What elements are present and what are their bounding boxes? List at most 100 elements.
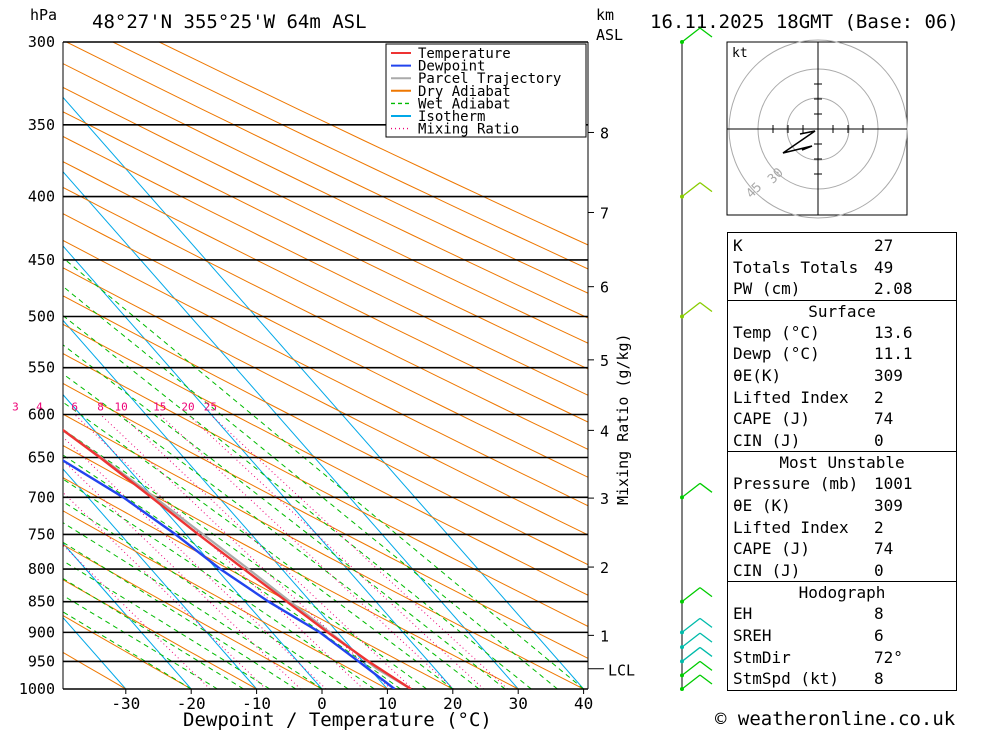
row-mu-li: Lifted Index 2 — [728, 517, 956, 539]
site-credit: © weatheronline.co.uk — [715, 708, 956, 730]
k-value: 27 — [874, 236, 894, 255]
row-surface-cape: CAPE (J) 74 — [728, 408, 956, 430]
dry-adiabat-line — [63, 111, 588, 370]
wind-barb-staff — [681, 617, 701, 633]
row-totals-totals: Totals Totals 49 — [728, 257, 956, 279]
isotherm-line — [63, 245, 454, 689]
isotherm-line — [63, 319, 388, 689]
dry-adiabat-line — [63, 63, 588, 319]
hodograph-unit: kt — [732, 46, 748, 61]
pressure-tick-label: 400 — [28, 188, 55, 206]
surface-li-label: Lifted Index — [733, 387, 849, 407]
profile-lines — [63, 428, 412, 689]
pressure-tick-label: 900 — [28, 623, 55, 641]
mu-theta-value: 309 — [874, 495, 903, 515]
hodograph-trace — [782, 130, 816, 154]
temperature-tick-label: 30 — [509, 694, 528, 713]
wet-adiabat-line — [63, 315, 532, 689]
dry-adiabat-line — [63, 614, 192, 689]
legend-label: Isotherm — [418, 109, 485, 125]
surface-temp-label: Temp (°C) — [733, 322, 820, 342]
pressure-axis: 300 350 400 450 500 550 600 650 700 750 800 850 900 9… — [19, 33, 55, 698]
surface-temp-value: 13.6 — [874, 322, 913, 342]
wind-barb — [680, 632, 713, 650]
surface-theta-label: θE(K) — [733, 365, 782, 385]
wet-adiabat-line — [63, 478, 375, 689]
pressure-tick-label: 550 — [28, 359, 55, 377]
pressure-tick-label: 300 — [28, 33, 55, 51]
stmspd-value: 8 — [874, 669, 884, 689]
mixing-ratio-label: 25 — [204, 400, 217, 413]
row-surface-theta: θE(K) 309 — [728, 365, 956, 387]
pressure-tick-label: 500 — [28, 308, 55, 326]
height-tick-label: 3 — [600, 490, 609, 508]
wind-barb — [680, 182, 713, 199]
row-surface-temp: Temp (°C) 13.6 — [728, 322, 956, 344]
dry-adiabat-line — [63, 161, 588, 423]
mixing-ratio-line — [100, 414, 392, 689]
mu-cape-label: CAPE (J) — [733, 539, 811, 559]
isobar-lines — [62, 41, 589, 690]
hodograph-panel: kt 30 45 — [726, 39, 908, 219]
surface-title: Surface — [808, 301, 876, 321]
wind-barb-flag — [699, 301, 713, 313]
dry-adiabat-line — [66, 42, 588, 294]
wind-barb — [680, 660, 713, 678]
height-unit-label: km — [596, 6, 614, 24]
pressure-tick-label: 700 — [28, 488, 55, 506]
row-mu-theta: θE (K) 309 — [728, 495, 956, 517]
wind-barb — [680, 617, 713, 635]
wind-barb — [680, 27, 713, 44]
mu-cin-label: CIN (J) — [733, 560, 801, 580]
wind-barb-staff — [681, 674, 701, 690]
parcel-trajectory-line — [63, 428, 412, 689]
isotherm-line — [63, 170, 519, 689]
legend-label: Dry Adiabat — [418, 84, 511, 100]
isotherm-line — [63, 542, 192, 689]
wind-barb-staff — [681, 301, 701, 318]
dewpoint-line — [63, 459, 396, 689]
pressure-tick-label: 350 — [28, 116, 55, 134]
height-tick-label: 4 — [600, 422, 609, 440]
wind-barb-staff — [681, 660, 701, 676]
row-k-index: K 27 — [728, 235, 956, 257]
eh-value: 8 — [874, 604, 884, 624]
wind-barb — [680, 587, 713, 604]
row-surface-cin: CIN (J) 0 — [728, 430, 956, 452]
row-surface-dewp: Dewp (°C) 11.1 — [728, 343, 956, 365]
row-mu-pressure: Pressure (mb) 1001 — [728, 473, 956, 495]
wet-adiabat-line — [63, 257, 584, 689]
mu-cape-value: 74 — [874, 539, 894, 559]
wind-barb-staff — [681, 482, 701, 498]
indices-general: K 27 Totals Totals 49 PW (cm) 2.08 — [728, 233, 956, 300]
tt-label: Totals Totals — [733, 257, 859, 277]
lcl-label: LCL — [608, 662, 635, 680]
most-unstable-title: Most Unstable — [779, 453, 905, 473]
pressure-unit-label: hPa — [30, 6, 57, 24]
legend-label: Wet Adiabat — [418, 96, 511, 112]
x-axis-title: Dewpoint / Temperature (°C) — [183, 709, 492, 731]
indices-table: K 27 Totals Totals 49 PW (cm) 2.08 Surface … — [727, 232, 957, 691]
surface-dewp-value: 11.1 — [874, 344, 913, 364]
dry-adiabat-line — [63, 544, 323, 689]
dry-adiabat-line — [112, 42, 588, 270]
row-mu-cape: CAPE (J) 74 — [728, 538, 956, 560]
temperature-tick-label: 10 — [378, 694, 397, 713]
surface-cin-label: CIN (J) — [733, 430, 801, 450]
wind-barb-flag — [699, 674, 713, 685]
row-eh: EH 8 — [728, 603, 956, 625]
tt-value: 49 — [874, 257, 894, 277]
legend-label: Dewpoint — [418, 59, 485, 75]
dry-adiabat-line — [158, 42, 588, 246]
indices-most-unstable: Most Unstable Pressure (mb) 1001 θE (K) 30… — [728, 451, 956, 581]
legend-label: Parcel Trajectory — [418, 71, 561, 87]
wind-barb-flag — [699, 482, 713, 493]
wind-barb-staff — [681, 27, 701, 43]
row-stmdir: StmDir 72° — [728, 647, 956, 669]
wind-barb-flag — [699, 587, 713, 598]
mu-li-value: 2 — [874, 517, 884, 537]
pressure-tick-label: 650 — [28, 449, 55, 467]
dry-adiabat-line — [63, 186, 588, 450]
pw-value: 2.08 — [874, 279, 913, 299]
height-unit-asl-label: ASL — [596, 26, 623, 44]
